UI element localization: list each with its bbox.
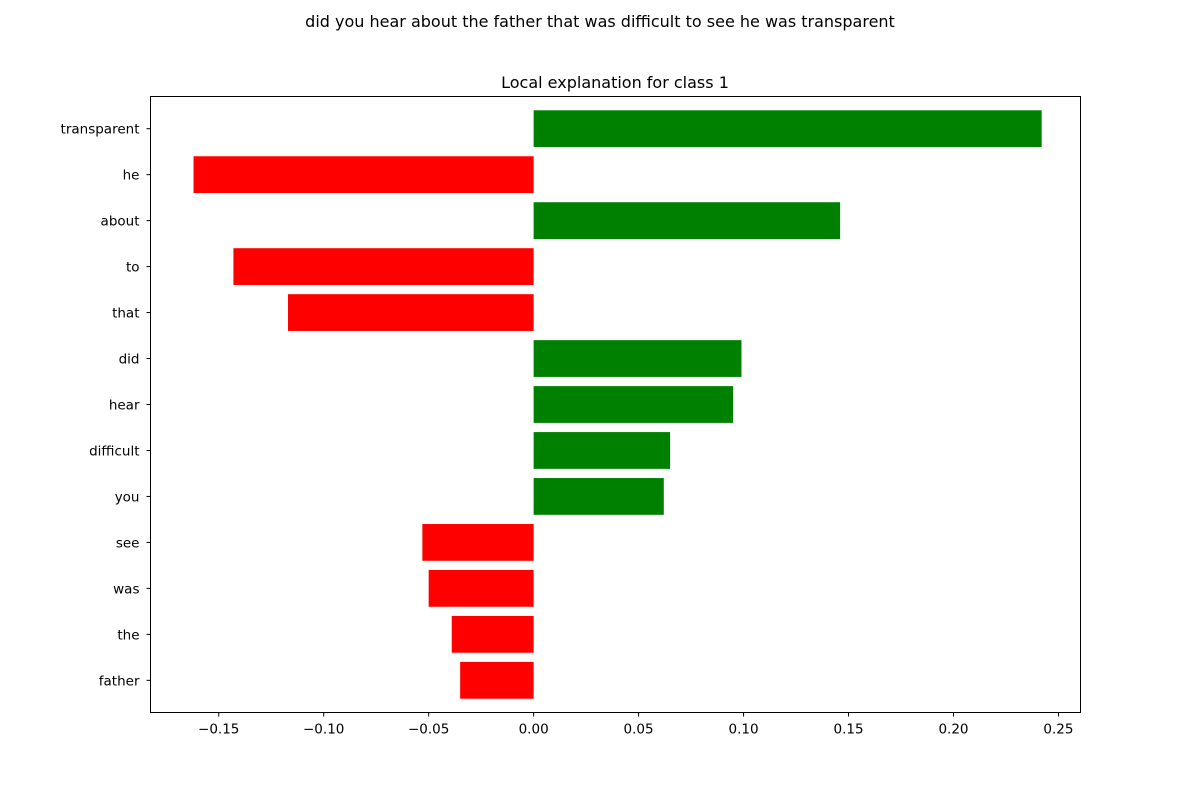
y-tick-label: hear: [109, 398, 140, 414]
y-tick-label: that: [112, 306, 139, 322]
bar-he: [193, 156, 534, 194]
x-axis-ticks: −0.15 −0.10 −0.05 0.00 0.05 0.10 0.15 0.20 0.25: [198, 712, 1073, 738]
y-tick-label: transparent: [61, 122, 140, 138]
x-tick-label: 0.05: [624, 722, 654, 738]
bar-did: [533, 340, 742, 377]
bar-you: [533, 478, 664, 515]
y-tick-label: you: [115, 489, 140, 505]
x-tick-label: 0.00: [519, 722, 549, 738]
chart-title: Local explanation for class 1: [501, 73, 729, 92]
y-tick-label: father: [99, 673, 140, 689]
y-tick-label: was: [113, 581, 139, 597]
y-tick-label: did: [119, 352, 140, 368]
bar-father: [460, 661, 534, 699]
y-tick-label: difficult: [89, 443, 139, 459]
bar-to: [233, 248, 534, 285]
x-tick-label: −0.05: [408, 722, 449, 738]
x-tick-label: 0.25: [1043, 722, 1073, 738]
bar-difficult: [533, 432, 671, 469]
bar-see: [422, 524, 534, 561]
bar-that: [288, 294, 534, 331]
y-axis-ticks: transparent he about to that did hear difficult…: [61, 122, 151, 689]
y-tick-label: to: [126, 260, 140, 276]
x-tick-label: 0.10: [729, 722, 759, 738]
bar-about: [533, 202, 841, 240]
bars-group: [193, 110, 1042, 699]
x-tick-label: 0.15: [833, 722, 863, 738]
x-tick-label: 0.20: [938, 722, 968, 738]
bar-transparent: [533, 110, 1042, 148]
axes-frame: [150, 96, 1081, 713]
x-tick-label: −0.15: [198, 722, 239, 738]
figure-suptitle: did you hear about the father that was d…: [305, 12, 895, 31]
bar-hear: [533, 386, 734, 423]
bar-was: [428, 569, 534, 607]
bar-the: [451, 615, 534, 653]
y-tick-label: see: [116, 535, 140, 551]
y-tick-label: about: [101, 214, 140, 230]
y-tick-label: the: [117, 627, 139, 643]
y-tick-label: he: [123, 168, 140, 184]
x-tick-label: −0.10: [303, 722, 344, 738]
